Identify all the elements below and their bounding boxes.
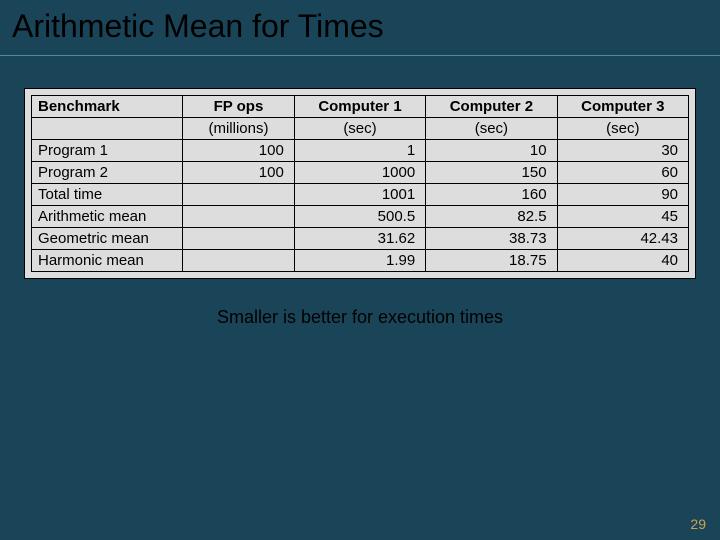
cell xyxy=(183,184,295,206)
slide-caption: Smaller is better for execution times xyxy=(0,307,720,328)
cell: 500.5 xyxy=(294,206,425,228)
table-row: Harmonic mean 1.99 18.75 40 xyxy=(32,250,689,272)
table-row: Program 1 100 1 10 30 xyxy=(32,140,689,162)
table-subheader-row: (millions) (sec) (sec) (sec) xyxy=(32,118,689,140)
cell: 100 xyxy=(183,140,295,162)
cell xyxy=(183,250,295,272)
cell: 60 xyxy=(557,162,688,184)
row-label: Program 2 xyxy=(32,162,183,184)
table-row: Total time 1001 160 90 xyxy=(32,184,689,206)
cell: 38.73 xyxy=(426,228,557,250)
cell: 1 xyxy=(294,140,425,162)
row-label: Harmonic mean xyxy=(32,250,183,272)
row-label: Geometric mean xyxy=(32,228,183,250)
table-row: Geometric mean 31.62 38.73 42.43 xyxy=(32,228,689,250)
col-header-computer2: Computer 2 xyxy=(426,96,557,118)
row-label: Program 1 xyxy=(32,140,183,162)
cell: 45 xyxy=(557,206,688,228)
table-row: Arithmetic mean 500.5 82.5 45 xyxy=(32,206,689,228)
col-sub-computer2: (sec) xyxy=(426,118,557,140)
cell: 160 xyxy=(426,184,557,206)
col-header-computer1: Computer 1 xyxy=(294,96,425,118)
col-sub-benchmark xyxy=(32,118,183,140)
cell: 40 xyxy=(557,250,688,272)
cell: 18.75 xyxy=(426,250,557,272)
cell: 1001 xyxy=(294,184,425,206)
benchmark-table-container: Benchmark FP ops Computer 1 Computer 2 C… xyxy=(24,88,696,279)
benchmark-table: Benchmark FP ops Computer 1 Computer 2 C… xyxy=(31,95,689,272)
cell xyxy=(183,228,295,250)
col-header-benchmark: Benchmark xyxy=(32,96,183,118)
cell: 1000 xyxy=(294,162,425,184)
row-label: Total time xyxy=(32,184,183,206)
page-number: 29 xyxy=(690,516,706,532)
cell: 90 xyxy=(557,184,688,206)
cell: 150 xyxy=(426,162,557,184)
cell: 10 xyxy=(426,140,557,162)
table-row: Program 2 100 1000 150 60 xyxy=(32,162,689,184)
col-sub-computer3: (sec) xyxy=(557,118,688,140)
cell xyxy=(183,206,295,228)
cell: 30 xyxy=(557,140,688,162)
col-header-fpops: FP ops xyxy=(183,96,295,118)
col-sub-fpops: (millions) xyxy=(183,118,295,140)
cell: 42.43 xyxy=(557,228,688,250)
col-header-computer3: Computer 3 xyxy=(557,96,688,118)
table-header-row: Benchmark FP ops Computer 1 Computer 2 C… xyxy=(32,96,689,118)
cell: 1.99 xyxy=(294,250,425,272)
slide-title: Arithmetic Mean for Times xyxy=(0,0,720,56)
row-label: Arithmetic mean xyxy=(32,206,183,228)
cell: 82.5 xyxy=(426,206,557,228)
col-sub-computer1: (sec) xyxy=(294,118,425,140)
cell: 31.62 xyxy=(294,228,425,250)
cell: 100 xyxy=(183,162,295,184)
